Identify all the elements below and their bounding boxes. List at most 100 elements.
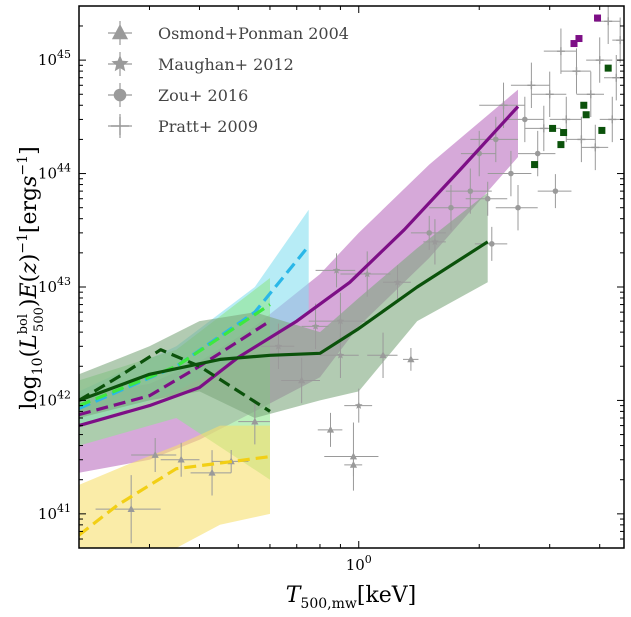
- square-marker: [570, 40, 578, 48]
- star-marker: [332, 266, 341, 274]
- square-marker: [549, 124, 557, 132]
- observation-point: [576, 71, 604, 117]
- solid-series-line: [79, 105, 520, 428]
- plus-marker: [562, 115, 571, 124]
- circle-marker: [467, 188, 474, 194]
- svg-text:log10(Lbol500)E(z)−1[ergs−1]: log10(Lbol500)E(z)−1[ergs−1]: [15, 146, 47, 409]
- square-marker: [531, 161, 539, 169]
- triangle-marker: [177, 455, 185, 463]
- observation-point: [190, 450, 232, 496]
- observation-point: [423, 219, 446, 265]
- legend-circle-icon: [113, 88, 127, 102]
- legend-label: Zou+ 2016: [158, 86, 248, 105]
- observation-point: [503, 96, 544, 143]
- confidence-band: [79, 425, 270, 548]
- model-lines: [79, 105, 520, 537]
- plot-frame: [78, 5, 625, 549]
- y-tick-label: 1042: [38, 388, 71, 409]
- square-marker: [560, 129, 568, 137]
- observation-point: [344, 453, 363, 477]
- square-marker: [582, 111, 590, 119]
- observation-point: [383, 265, 411, 300]
- observation-point: [510, 62, 550, 108]
- observation-point: [474, 226, 508, 261]
- square-marker: [575, 35, 583, 43]
- legend-triangle-icon: [111, 24, 129, 40]
- legend-item: Pratt+ 2009: [108, 114, 258, 138]
- plus-marker: [545, 90, 554, 99]
- observation-point: [344, 388, 373, 423]
- circle-marker: [534, 150, 541, 157]
- circle-marker: [448, 204, 454, 211]
- dashed-series-line: [79, 455, 271, 537]
- observation-point: [410, 215, 446, 250]
- solid-series-line: [79, 240, 489, 402]
- plus-marker: [591, 143, 600, 152]
- triangle-marker: [208, 468, 216, 476]
- circle-marker: [484, 195, 491, 202]
- observation-point: [487, 150, 532, 197]
- observation-point: [445, 168, 492, 214]
- triangle-marker: [349, 460, 358, 468]
- observation-point: [531, 71, 567, 117]
- observation-point: [465, 181, 508, 216]
- observation-point: [495, 185, 538, 231]
- triangle-marker: [379, 351, 387, 359]
- circle-marker: [508, 170, 514, 177]
- legend-item: Maughan+ 2012: [108, 52, 294, 76]
- star-marker: [393, 278, 402, 286]
- plus-marker: [527, 81, 536, 90]
- observation-point: [429, 185, 471, 231]
- plus-marker: [612, 73, 621, 82]
- observation-point: [566, 116, 596, 163]
- dashed-series-line: [79, 319, 271, 417]
- observational-points: [95, 6, 624, 544]
- star-marker: [274, 342, 283, 350]
- observation-point: [537, 174, 572, 209]
- triangle-marker: [127, 505, 135, 512]
- dashed-series-line: [79, 348, 271, 413]
- square-marker: [557, 141, 565, 149]
- plus-marker: [616, 36, 624, 45]
- star-marker: [431, 237, 439, 246]
- x-axis-label: T500,mw[keV]: [286, 583, 417, 612]
- circle-marker: [522, 116, 528, 123]
- star-marker: [336, 351, 345, 359]
- triangle-marker: [326, 425, 335, 433]
- star-marker: [363, 270, 372, 278]
- triangle-marker: [251, 417, 259, 425]
- plot-area: [79, 6, 624, 548]
- y-tick-label: 1041: [38, 502, 71, 523]
- plus-marker: [595, 56, 604, 65]
- axis-ticks: [78, 5, 624, 549]
- circle-marker: [515, 204, 521, 211]
- star-marker: [336, 317, 345, 325]
- observation-point: [281, 357, 320, 404]
- observation-point: [581, 124, 609, 171]
- triangle-marker: [298, 376, 306, 384]
- observation-point: [586, 37, 613, 83]
- observation-point: [560, 48, 591, 94]
- observation-point: [518, 130, 556, 177]
- observation-point: [131, 438, 177, 473]
- circle-marker: [426, 230, 433, 236]
- triangle-marker: [151, 451, 159, 458]
- square-marker: [604, 64, 612, 72]
- plus-marker: [572, 67, 581, 76]
- x-tick-label: 100: [346, 553, 372, 574]
- square-marker: [598, 126, 606, 134]
- y-tick-labels: 1041 1042 1043 1044 1045: [38, 48, 71, 523]
- legend-label: Osmond+Ponman 2004: [158, 24, 349, 43]
- star-marker: [354, 401, 363, 409]
- observation-point: [95, 475, 161, 544]
- triangle-marker: [407, 355, 415, 363]
- plus-marker: [577, 135, 586, 144]
- model-squares: [531, 14, 612, 169]
- plus-marker: [539, 124, 548, 133]
- legend-item: Osmond+Ponman 2004: [108, 21, 349, 45]
- observation-point: [612, 17, 624, 63]
- legend-item: Zou+ 2016: [108, 83, 248, 107]
- plus-marker: [556, 47, 565, 56]
- plus-marker: [499, 101, 508, 110]
